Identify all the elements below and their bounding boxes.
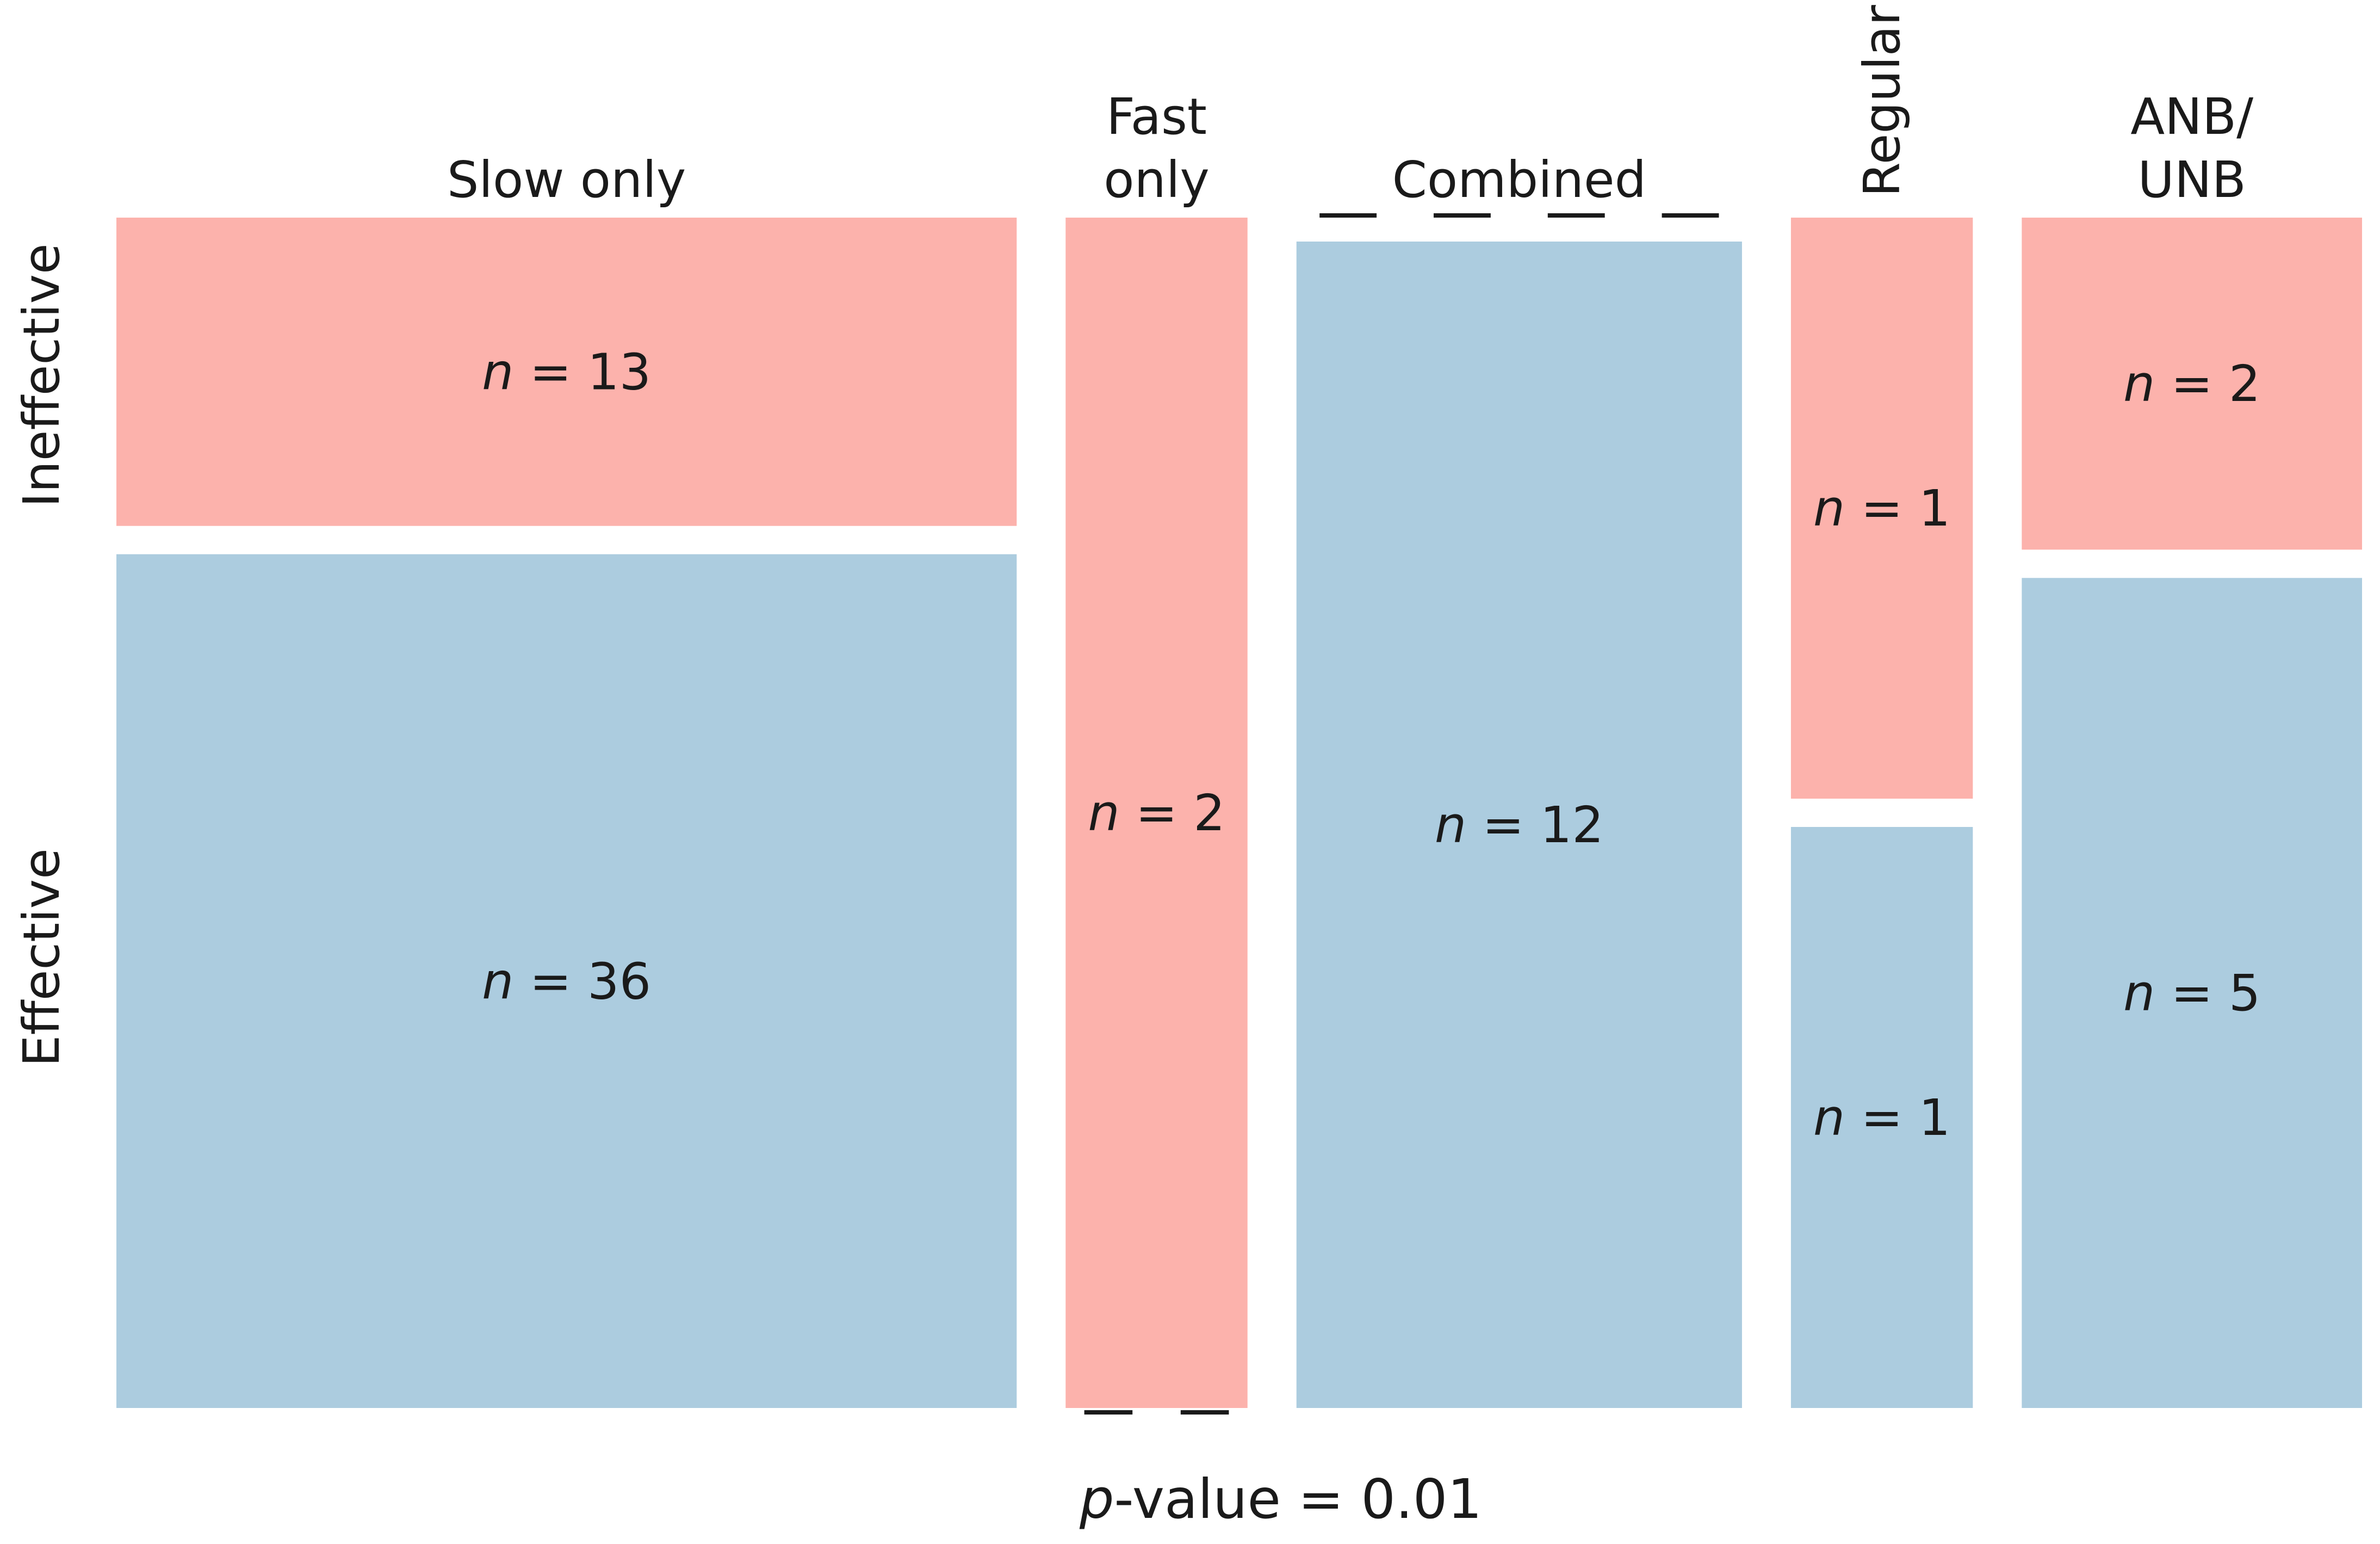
cell-n-symbol: n [1088, 784, 1119, 842]
cell-regular-ineffective [1790, 218, 1973, 799]
empty-cell-dash [1547, 213, 1605, 218]
column-label-line: ANB/ [2130, 88, 2253, 146]
cell-n-symbol: n [482, 343, 513, 401]
empty-cell-dash [1662, 213, 1719, 218]
cell-n-symbol: n [2123, 355, 2155, 413]
cell-combined-effective [1296, 242, 1742, 1408]
column-label-line: UNB [2138, 151, 2246, 209]
cell-label-regular-ineffective: n = 1 [1813, 479, 1950, 538]
column-fast-only: n = 2 Fast only [1065, 88, 1248, 1415]
cell-slow-only-ineffective [116, 218, 1017, 526]
cell-n-symbol: n [2123, 964, 2155, 1022]
empty-cell-dash [1180, 1410, 1229, 1415]
row-labels: Ineffective Effective [13, 243, 71, 1066]
cell-n-value: = 2 [2155, 355, 2260, 413]
cell-n-symbol: n [482, 952, 513, 1010]
cell-label-anb-unb-ineffective: n = 2 [2123, 355, 2260, 413]
row-label-effective: Effective [13, 848, 71, 1066]
empty-cell-fast-only-effective [1084, 1410, 1229, 1415]
cell-label-regular-effective: n = 1 [1813, 1089, 1950, 1147]
row-label-ineffective: Ineffective [13, 243, 71, 507]
cell-n-value: = 36 [513, 952, 651, 1010]
column-label-anb-unb: ANB/UNB [2130, 88, 2253, 209]
column-label-line: Slow only [447, 151, 686, 209]
empty-cell-dash [1084, 1410, 1133, 1415]
p-value-label: p-value = 0.01 [1079, 1467, 1482, 1531]
column-label-fast-only: Fast only [1104, 88, 1210, 209]
column-label-line: Fast [1106, 88, 1207, 146]
cell-label-anb-unb-effective: n = 5 [2123, 964, 2260, 1022]
cell-label-slow-only-effective: n = 36 [482, 952, 651, 1010]
column-label-combined: Combined [1392, 151, 1646, 209]
cell-anb-unb-effective [2022, 578, 2362, 1408]
cell-label-fast-only-ineffective: n = 2 [1088, 784, 1225, 842]
cell-n-value: = 1 [1845, 479, 1950, 538]
cell-n-symbol: n [1813, 479, 1845, 538]
empty-cell-dash [1433, 213, 1491, 218]
cell-n-value: = 13 [513, 343, 651, 401]
cell-regular-effective [1790, 827, 1973, 1408]
p-value-text: -value = 0.01 [1114, 1467, 1482, 1531]
cell-n-value: = 12 [1466, 796, 1604, 854]
column-combined: n = 12 Combined [1296, 151, 1742, 1408]
empty-cell-dash [1319, 213, 1377, 218]
column-label-line: only [1104, 151, 1210, 209]
column-label-line: Combined [1392, 151, 1646, 209]
cell-label-combined-effective: n = 12 [1435, 796, 1604, 854]
cell-n-value: = 5 [2155, 964, 2260, 1022]
cell-slow-only-effective [116, 554, 1017, 1408]
cell-n-symbol: n [1813, 1089, 1845, 1147]
cell-anb-unb-ineffective [2022, 218, 2362, 550]
cell-n-symbol: n [1435, 796, 1466, 854]
empty-cell-combined-ineffective [1319, 213, 1719, 218]
cell-n-value: = 2 [1120, 784, 1225, 842]
column-label-slow-only: Slow only [447, 151, 686, 209]
column-label-regular: Regular [1853, 5, 1911, 197]
cell-n-value: = 1 [1845, 1089, 1950, 1147]
cell-fast-only-ineffective [1065, 218, 1248, 1408]
cell-label-slow-only-ineffective: n = 13 [482, 343, 651, 401]
p-value-symbol: p [1079, 1467, 1114, 1531]
